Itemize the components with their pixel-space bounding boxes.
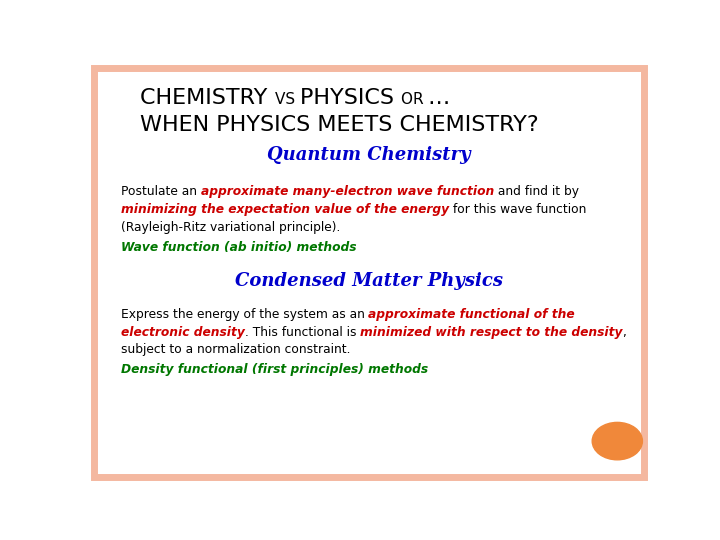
Text: Postulate an: Postulate an <box>121 185 201 198</box>
Text: electronic density: electronic density <box>121 326 245 339</box>
Text: …: … <box>428 89 458 109</box>
Circle shape <box>592 422 642 460</box>
Text: approximate many-electron wave function: approximate many-electron wave function <box>201 185 494 198</box>
Text: Wave function (ab initio) methods: Wave function (ab initio) methods <box>121 241 356 254</box>
Text: CHEMISTRY: CHEMISTRY <box>140 89 275 109</box>
Text: approximate functional of the: approximate functional of the <box>369 308 575 321</box>
Text: WHEN PHYSICS MEETS CHEMISTRY?: WHEN PHYSICS MEETS CHEMISTRY? <box>140 116 539 136</box>
Text: Quantum Chemistry: Quantum Chemistry <box>267 146 471 165</box>
Text: Density functional (first principles) methods: Density functional (first principles) me… <box>121 363 428 376</box>
Text: OR: OR <box>401 92 428 107</box>
Text: and find it by: and find it by <box>494 185 579 198</box>
Text: Express the energy of the system as an: Express the energy of the system as an <box>121 308 369 321</box>
Text: VS: VS <box>275 92 300 107</box>
Text: minimized with respect to the density: minimized with respect to the density <box>360 326 623 339</box>
Text: ,: , <box>623 326 626 339</box>
Text: (Rayleigh-Ritz variational principle).: (Rayleigh-Ritz variational principle). <box>121 221 340 234</box>
Text: minimizing the expectation value of the energy: minimizing the expectation value of the … <box>121 203 449 216</box>
Text: for this wave function: for this wave function <box>449 203 586 216</box>
Text: Condensed Matter Physics: Condensed Matter Physics <box>235 272 503 291</box>
Text: PHYSICS: PHYSICS <box>300 89 401 109</box>
Text: subject to a normalization constraint.: subject to a normalization constraint. <box>121 343 350 356</box>
FancyBboxPatch shape <box>94 68 644 477</box>
Text: . This functional is: . This functional is <box>245 326 360 339</box>
